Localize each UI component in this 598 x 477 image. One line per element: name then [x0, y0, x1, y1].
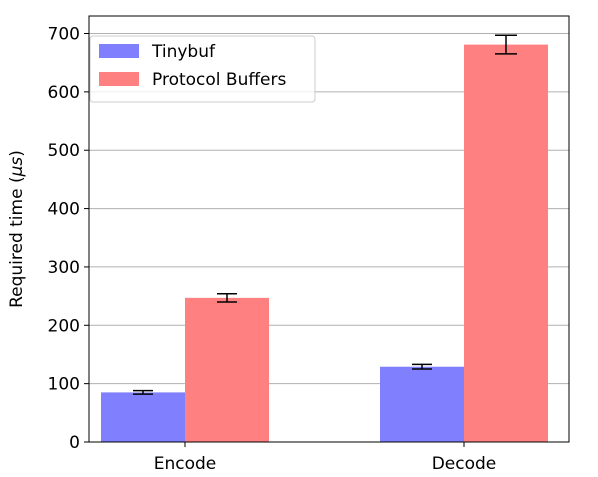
y-tick-label: 100	[48, 375, 80, 395]
bars	[101, 44, 548, 443]
legend: Tinybuf Protocol Buffers	[89, 35, 316, 103]
x-axis-ticks: Encode Decode	[154, 442, 497, 474]
y-axis-ticks: 0 100 200 300 400 500 600 700	[48, 25, 89, 453]
legend-box	[89, 35, 316, 103]
legend-label: Protocol Buffers	[152, 70, 287, 90]
y-tick-label: 400	[48, 200, 80, 220]
y-axis-label: Required time (μs)	[7, 150, 27, 308]
bar	[380, 366, 464, 442]
error-bars	[133, 34, 517, 395]
bar	[101, 392, 185, 442]
bar	[185, 297, 269, 442]
y-tick-label: 700	[48, 25, 80, 45]
legend-swatch	[99, 44, 139, 58]
y-axis-label-suffix: )	[7, 150, 27, 157]
y-tick-label: 500	[48, 141, 80, 161]
y-axis-label-unit: μs	[7, 157, 27, 178]
legend-swatch	[99, 72, 139, 86]
y-tick-label: 0	[69, 433, 80, 453]
y-tick-label: 600	[48, 83, 80, 103]
x-tick-label: Encode	[154, 454, 217, 474]
bar	[464, 44, 548, 443]
y-tick-label: 200	[48, 316, 80, 336]
plot-frame	[88, 15, 570, 443]
y-tick-label: 300	[48, 258, 80, 278]
x-tick-label: Decode	[432, 454, 497, 474]
y-axis-label-prefix: Required time (	[7, 176, 27, 308]
legend-label: Tinybuf	[151, 42, 216, 62]
